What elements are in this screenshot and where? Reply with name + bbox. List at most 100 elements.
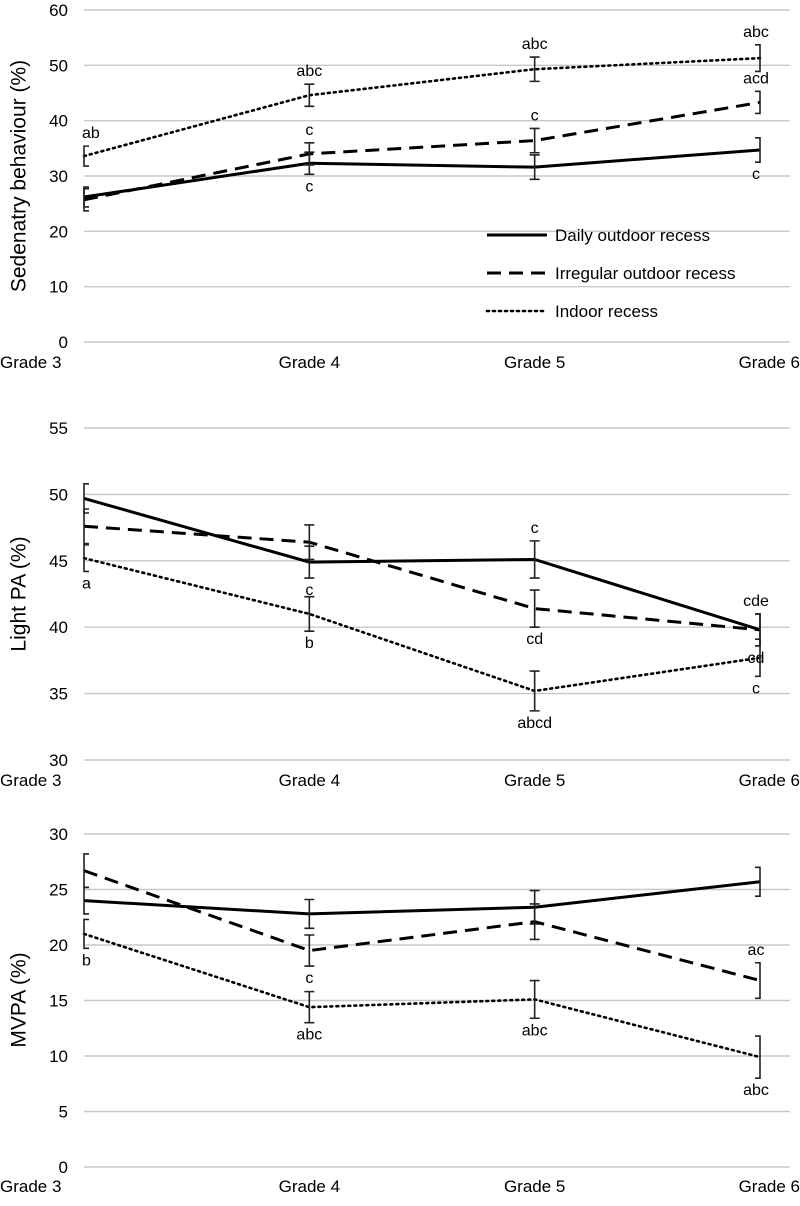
- significance-label: c: [305, 178, 313, 195]
- error-bar: [83, 508, 89, 545]
- significance-label: c: [531, 520, 539, 537]
- y-axis-title: MVPA (%): [7, 952, 30, 1047]
- y-tick-label: 15: [49, 992, 68, 1011]
- error-bar: [755, 638, 761, 678]
- significance-label: a: [82, 575, 91, 592]
- chart-panel-1: 0 10 20 30 40 50 60 Grade 3 Grade 4 Grade 5 Grade …: [0, 1, 800, 372]
- error-bar: [83, 187, 89, 212]
- significance-label: abcd: [517, 715, 552, 732]
- error-bar: [304, 898, 315, 930]
- series-line-indoor-recess: [82, 932, 762, 1059]
- significance-label: c: [305, 122, 313, 139]
- legend-label: Indoor recess: [555, 302, 658, 321]
- error-bar: [755, 44, 761, 73]
- y-tick-label: 20: [49, 936, 68, 955]
- x-tick-label: Grade 3: [0, 353, 61, 372]
- chart-panel-2: 30 35 40 45 50 55 Grade 3 Grade 4 Grade 5 Grade 6…: [0, 419, 800, 790]
- y-tick-label: 0: [59, 1158, 68, 1177]
- series-line-irregular-outdoor-recess: [83, 100, 761, 202]
- significance-label: c: [752, 166, 760, 183]
- significance-label: cd: [748, 650, 765, 667]
- x-tick-label: Grade 6: [739, 771, 800, 790]
- error-bar: [755, 866, 761, 897]
- error-bar: [529, 540, 540, 579]
- significance-label: ac: [748, 942, 765, 959]
- error-bar: [755, 1035, 761, 1079]
- x-tick-label: Grade 6: [739, 353, 800, 372]
- x-tick-label: Grade 5: [504, 1177, 565, 1196]
- y-tick-label: 10: [49, 1047, 68, 1066]
- error-bar: [304, 142, 315, 166]
- error-bar: [83, 918, 89, 950]
- significance-label: b: [82, 952, 91, 969]
- error-bar: [529, 154, 540, 181]
- y-tick-label: 0: [59, 333, 68, 352]
- y-tick-label: 30: [49, 167, 68, 186]
- y-tick-label: 55: [49, 419, 68, 438]
- error-bar: [529, 56, 540, 83]
- significance-label: abc: [296, 63, 322, 80]
- significance-label: abc: [522, 1022, 548, 1039]
- y-tick-label: 10: [49, 278, 68, 297]
- x-tick-label: Grade 5: [504, 771, 565, 790]
- significance-label: c: [305, 582, 313, 599]
- error-bar: [83, 544, 89, 573]
- significance-label: c: [752, 680, 760, 697]
- x-tick-label: Grade 6: [739, 1177, 800, 1196]
- error-bar: [83, 482, 89, 514]
- error-bar: [83, 853, 89, 889]
- error-bar: [304, 524, 315, 561]
- error-bar: [529, 127, 540, 154]
- significance-label: acd: [743, 70, 769, 87]
- y-tick-label: 35: [49, 685, 68, 704]
- series-line-daily-outdoor-recess: [83, 148, 761, 199]
- y-tick-label: 5: [59, 1103, 68, 1122]
- error-bar: [83, 145, 89, 167]
- error-bar: [755, 90, 761, 115]
- x-tick-label: Grade 3: [0, 1177, 61, 1196]
- error-bar: [304, 595, 315, 632]
- y-tick-label: 20: [49, 222, 68, 241]
- x-tick-label: Grade 4: [279, 1177, 340, 1196]
- series-line-irregular-outdoor-recess: [83, 524, 761, 632]
- y-tick-label: 45: [49, 552, 68, 571]
- x-tick-label: Grade 3: [0, 771, 61, 790]
- y-axis-title: Light PA (%): [7, 536, 30, 651]
- y-tick-label: 30: [49, 751, 68, 770]
- significance-label: abc: [522, 36, 548, 53]
- chart-panel-3: 0 5 10 15 20 25 30 Grade 3 Grade 4 Grade 5 Grade 6…: [0, 825, 800, 1196]
- error-bar: [529, 903, 540, 941]
- x-tick-label: Grade 4: [279, 353, 340, 372]
- error-bar: [755, 137, 761, 163]
- significance-label: cde: [743, 593, 769, 610]
- significance-label: b: [305, 635, 314, 652]
- series-line-indoor-recess: [82, 56, 762, 158]
- error-bar: [529, 979, 540, 1020]
- error-bar: [304, 83, 315, 108]
- significance-label: abc: [743, 1082, 769, 1099]
- significance-label: abc: [743, 24, 769, 41]
- series-line-indoor-recess: [82, 556, 762, 693]
- series-line-daily-outdoor-recess: [83, 880, 761, 916]
- y-tick-label: 60: [49, 1, 68, 20]
- y-tick-label: 40: [49, 112, 68, 131]
- y-axis-title: Sedenatry behaviour (%): [7, 60, 30, 292]
- x-tick-label: Grade 5: [504, 353, 565, 372]
- legend-label: Daily outdoor recess: [555, 226, 710, 245]
- significance-label: c: [305, 970, 313, 987]
- significance-label: ab: [82, 125, 100, 142]
- significance-label: c: [531, 107, 539, 124]
- x-tick-label: Grade 4: [279, 771, 340, 790]
- y-tick-label: 30: [49, 825, 68, 844]
- y-tick-label: 40: [49, 618, 68, 637]
- error-bar: [529, 589, 540, 628]
- error-bar: [304, 990, 315, 1024]
- series-line-daily-outdoor-recess: [83, 496, 761, 632]
- series-line-irregular-outdoor-recess: [83, 869, 761, 982]
- legend: Daily outdoor recess Irregular outdoor re…: [485, 226, 735, 321]
- y-tick-label: 50: [49, 485, 68, 504]
- error-bar: [304, 934, 315, 967]
- y-tick-label: 50: [49, 56, 68, 75]
- legend-label: Irregular outdoor recess: [555, 264, 735, 283]
